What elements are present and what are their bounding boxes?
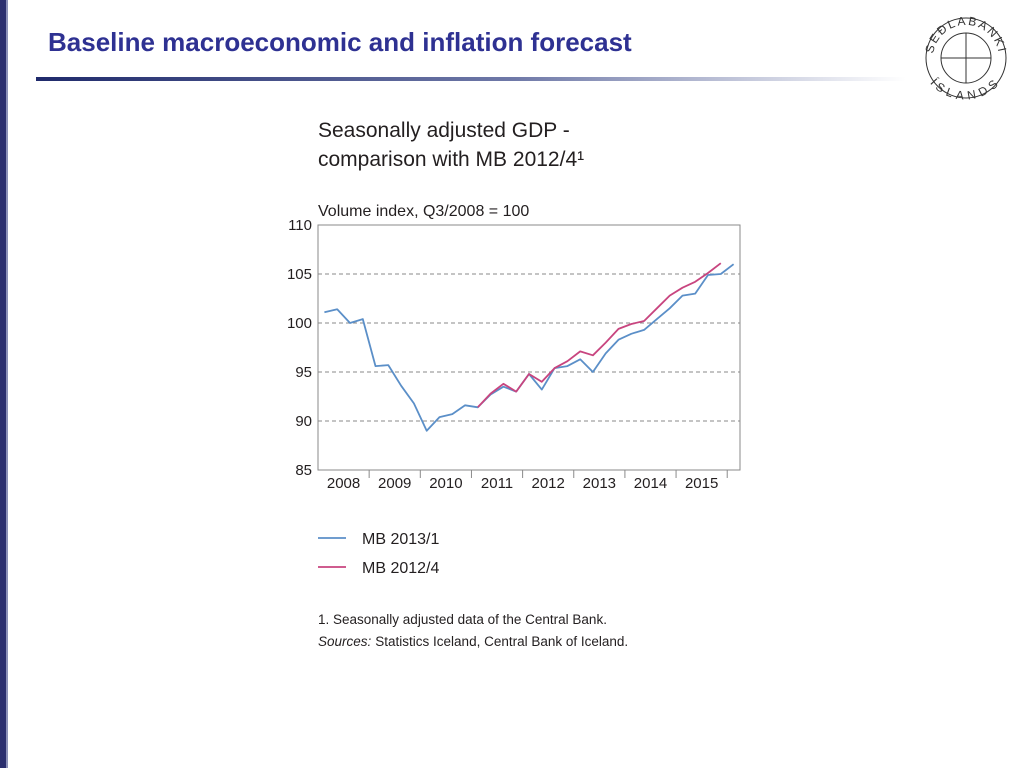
side-bar	[0, 0, 6, 768]
sources-label: Sources:	[318, 634, 372, 649]
y-tick-label: 90	[295, 413, 312, 430]
x-tick-label: 2008	[327, 475, 360, 492]
x-tick-label: 2015	[685, 475, 718, 492]
y-tick-label: 110	[288, 217, 312, 234]
slide-title: Baseline macroeconomic and inflation for…	[48, 27, 632, 57]
logo: SEÐLABANKI ÍSLANDS	[922, 14, 1007, 103]
x-tick-label: 2014	[634, 475, 667, 492]
plot-frame	[317, 224, 741, 471]
x-tick-label: 2009	[378, 475, 411, 492]
series-line	[324, 263, 735, 432]
legend-label: MB 2013/1	[362, 531, 439, 548]
legend-label: MB 2012/4	[362, 560, 439, 577]
x-tick-label: 2013	[583, 475, 616, 492]
y-tick-label: 95	[295, 364, 312, 381]
y-tick-label: 105	[287, 266, 312, 283]
series-line	[477, 262, 722, 408]
logo-ring	[925, 17, 1007, 99]
y-tick-label: 85	[295, 462, 312, 479]
sources: Sources: Statistics Iceland, Central Bank…	[318, 634, 628, 649]
logo-text: ÍSLANDS	[928, 75, 1002, 103]
chart-title: comparison with MB 2012/4¹	[318, 148, 584, 171]
logo-bottom: ÍSLANDS	[928, 75, 1000, 103]
y-tick-label: 100	[287, 315, 312, 332]
x-tick-label: 2012	[531, 475, 564, 492]
chart: Seasonally adjusted GDP - comparison with…	[287, 119, 741, 649]
side-bar-edge	[6, 0, 8, 768]
title-rule	[36, 77, 906, 81]
chart-title: Seasonally adjusted GDP -	[318, 119, 570, 142]
note: 1. Seasonally adjusted data of the Centr…	[318, 612, 607, 627]
sources-text: Statistics Iceland, Central Bank of Icel…	[375, 634, 628, 649]
y-axis-label: Volume index, Q3/2008 = 100	[318, 203, 529, 220]
x-tick-label: 2011	[481, 475, 513, 492]
x-tick-label: 2010	[429, 475, 462, 492]
